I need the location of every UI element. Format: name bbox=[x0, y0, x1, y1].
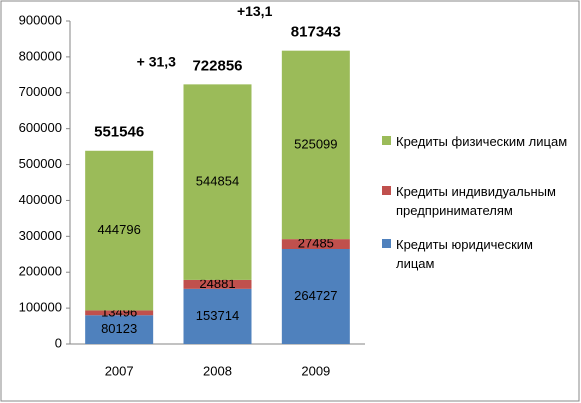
y-tick-label: 800000 bbox=[19, 48, 62, 63]
legend-entry: Кредиты юридическим лицам bbox=[382, 235, 572, 273]
total-label: 551546 bbox=[94, 124, 144, 141]
legend-swatch bbox=[382, 239, 391, 248]
bar-segment bbox=[183, 279, 252, 289]
y-tick-label: 300000 bbox=[19, 228, 62, 243]
total-label: 722856 bbox=[192, 57, 242, 74]
bar-segment bbox=[85, 310, 154, 316]
legend-swatch bbox=[382, 186, 391, 195]
bar-segment bbox=[85, 150, 154, 311]
bar-segment bbox=[183, 288, 252, 344]
total-label: 817343 bbox=[291, 24, 341, 41]
y-tick-label: 200000 bbox=[19, 264, 62, 279]
value-label: 444796 bbox=[97, 222, 140, 237]
y-tick-label: 700000 bbox=[19, 84, 62, 99]
x-tick-label: 2009 bbox=[301, 363, 330, 378]
value-label: 80123 bbox=[101, 321, 137, 336]
value-label: 27485 bbox=[298, 235, 334, 250]
y-tick-label: 400000 bbox=[19, 192, 62, 207]
legend-entry: Кредиты физическим лицам bbox=[382, 132, 572, 151]
y-tick-label: 900000 bbox=[19, 12, 62, 27]
x-tick-label: 2007 bbox=[105, 363, 134, 378]
legend-label: Кредиты физическим лицам bbox=[396, 134, 568, 149]
x-tick-label: 2008 bbox=[203, 363, 232, 378]
bar-segment bbox=[183, 84, 252, 280]
y-tick-label: 600000 bbox=[19, 120, 62, 135]
value-label: 264727 bbox=[294, 288, 337, 303]
bar-segment bbox=[281, 50, 350, 240]
y-tick-label: 500000 bbox=[19, 156, 62, 171]
legend-label: Кредиты юридическим лицам bbox=[396, 237, 533, 271]
value-label: 153714 bbox=[196, 308, 239, 323]
legend-swatch bbox=[382, 136, 391, 145]
legend-label: Кредиты индивидуальным предпринимателям bbox=[396, 184, 556, 218]
value-label: 544854 bbox=[196, 174, 239, 189]
bar-segment bbox=[85, 315, 154, 344]
value-label: 525099 bbox=[294, 136, 337, 151]
y-tick-label: 100000 bbox=[19, 300, 62, 315]
y-tick-label: 0 bbox=[55, 335, 62, 350]
legend-entry: Кредиты индивидуальным предпринимателям bbox=[382, 182, 572, 220]
growth-annotation: + 31,3 bbox=[137, 53, 177, 69]
bar-segment bbox=[281, 248, 350, 344]
growth-annotation: +13,1 bbox=[237, 3, 273, 19]
bar-segment bbox=[281, 239, 350, 249]
